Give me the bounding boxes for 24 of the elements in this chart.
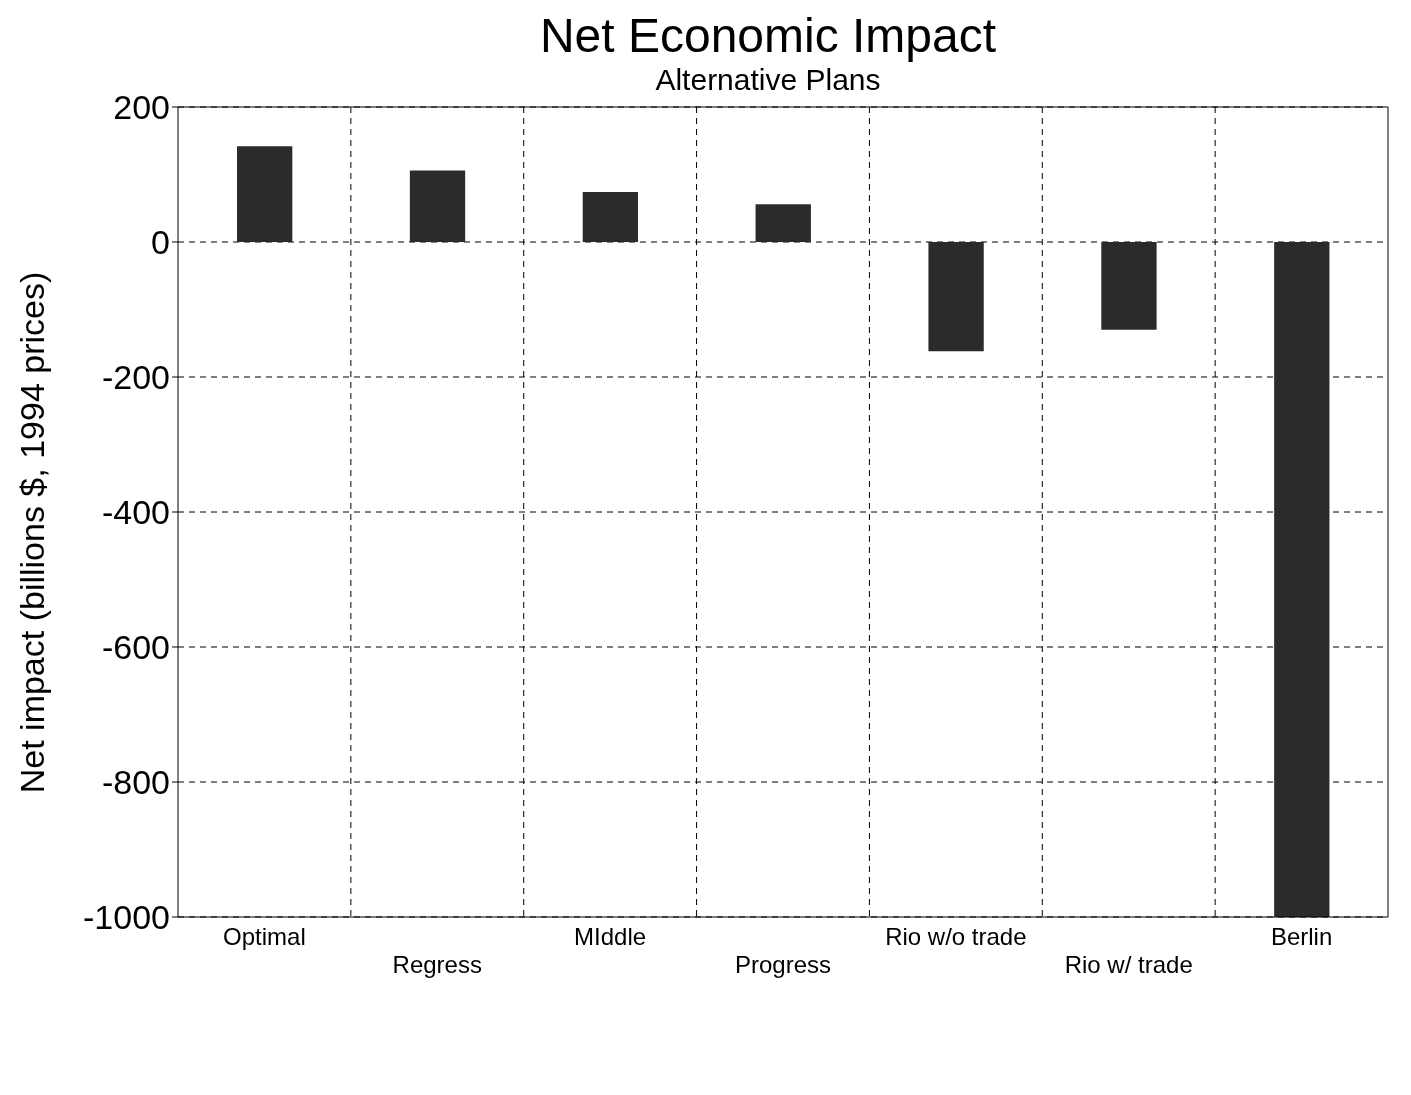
bar [237, 146, 293, 242]
bar [409, 170, 466, 242]
y-axis-title: Net impact (billions $, 1994 prices) [13, 271, 53, 793]
chart-title: Net Economic Impact [538, 8, 998, 63]
bar [1101, 242, 1157, 330]
bar [755, 204, 811, 242]
x-tick-label: Optimal [223, 923, 306, 950]
y-tick-label: -1000 [83, 898, 170, 937]
x-tick-label: Regress [392, 951, 482, 978]
y-tick-label: -600 [101, 628, 170, 667]
x-tick-label: Rio w/ trade [1064, 951, 1193, 978]
bar [1274, 242, 1330, 917]
y-tick-label: 0 [151, 223, 170, 262]
y-tick-label: -200 [101, 358, 170, 397]
chart-subtitle: Alternative Plans [655, 63, 881, 96]
x-tick-label: MIddle [574, 923, 647, 950]
bar [582, 192, 639, 242]
y-tick-label: -400 [101, 493, 170, 532]
y-tick-label: -800 [101, 763, 170, 802]
y-tick-label: 200 [113, 88, 170, 127]
x-tick-label: Progress [734, 951, 832, 978]
x-tick-label: Rio w/o trade [885, 923, 1027, 950]
bar [928, 242, 984, 352]
x-tick-label: Berlin [1270, 923, 1333, 950]
